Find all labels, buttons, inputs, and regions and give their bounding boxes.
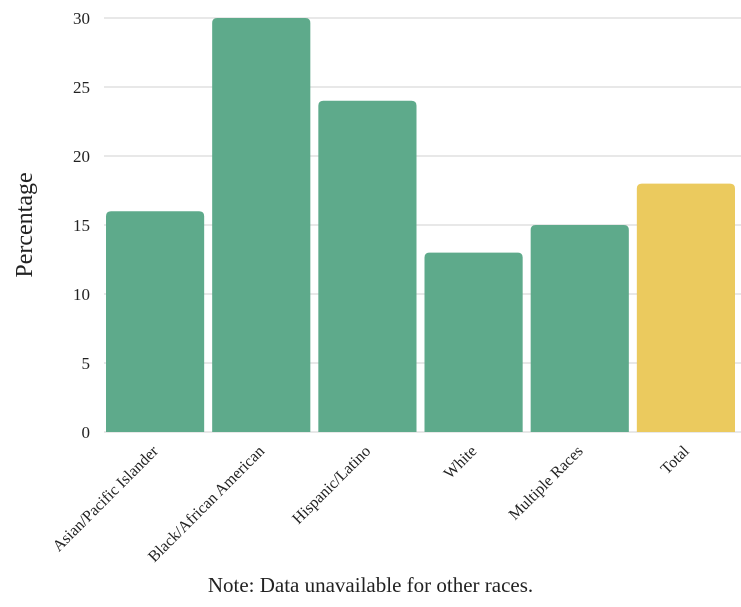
bars [106, 18, 735, 433]
bar [106, 211, 205, 432]
x-tick-label: Hispanic/Latino [289, 443, 374, 528]
gridlines [104, 17, 741, 433]
bar [530, 225, 629, 432]
y-tick-label: 5 [82, 354, 91, 373]
bar [318, 100, 417, 433]
bar [212, 18, 311, 432]
y-tick-label: 0 [82, 423, 91, 442]
y-tick-label: 10 [73, 285, 90, 304]
x-tick-label: Total [658, 442, 693, 477]
bar [636, 183, 735, 432]
x-tick-label: Asian/Pacific Islander [50, 442, 163, 555]
y-tick-label: 20 [73, 147, 90, 166]
y-tick-label: 15 [73, 216, 90, 235]
x-tick-label: Black/African American [145, 443, 268, 566]
y-tick-label: 30 [73, 9, 90, 28]
y-tick-labels: 0 5 10 15 20 25 30 [73, 9, 90, 442]
footnote: Note: Data unavailable for other races. [207, 573, 534, 597]
bar [424, 252, 523, 432]
x-tick-label: Multiple Races [506, 443, 587, 524]
y-tick-label: 25 [73, 78, 90, 97]
x-tick-label: White [441, 443, 481, 483]
y-axis-label: Percentage [12, 172, 38, 277]
